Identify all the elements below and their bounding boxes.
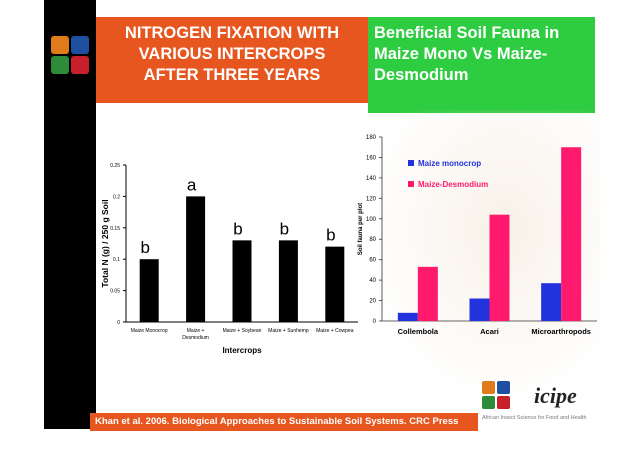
- x-tick-label: Desmodium: [182, 335, 209, 341]
- y-tick-label: 0.2: [113, 194, 120, 200]
- bar: [278, 240, 298, 322]
- brand-tagline: African Insect Science for Food and Heal…: [482, 415, 587, 421]
- bar: [489, 214, 510, 321]
- legend-label: Maize-Desmodium: [418, 180, 488, 189]
- y-tick-label: 80: [369, 237, 376, 243]
- nitrogen-fixation-chart: 0 0.05 0.1 0.15 0.2 0.25 b Maize Monocrop a Maize…: [100, 163, 358, 355]
- y-tick-label: 0: [117, 320, 120, 326]
- left-title-line: NITROGEN FIXATION WITH: [124, 24, 340, 42]
- bar: [417, 266, 438, 321]
- y-axis-title: Total N (g) / 250 g Soil: [100, 199, 110, 287]
- citation-footer: Khan et al. 2006. Biological Approaches …: [90, 413, 478, 431]
- y-tick-label: 140: [366, 176, 377, 182]
- legend-label: Maize monocrop: [418, 159, 481, 168]
- y-tick-label: 160: [366, 155, 377, 161]
- background-watermark: [360, 110, 600, 410]
- y-tick-label: 40: [369, 278, 376, 284]
- left-title-line: AFTER THREE YEARS: [143, 66, 321, 84]
- y-tick-label: 0: [373, 319, 377, 325]
- bar: [325, 246, 345, 322]
- soil-fauna-chart: 0 20 40 60 80 100 120 140 160 180 Collembola Acari M…: [358, 135, 597, 336]
- legend-swatch: [408, 160, 414, 166]
- x-tick-label: Collembola: [398, 327, 439, 336]
- bar-significance-label: b: [233, 219, 242, 238]
- x-tick-label: Microarthropods: [531, 327, 591, 336]
- icipe-brand: icipe African Insect Science for Food an…: [482, 381, 592, 426]
- y-tick-label: 180: [366, 135, 377, 141]
- legend-swatch: [408, 181, 414, 187]
- y-tick-label: 0.05: [110, 289, 120, 295]
- right-title-line: Beneficial Soil Fauna in: [374, 24, 560, 42]
- right-title-line: Desmodium: [374, 66, 469, 84]
- sidebar: [44, 0, 96, 429]
- y-tick-label: 0.25: [110, 163, 120, 169]
- left-title-line: VARIOUS INTERCROPS: [138, 45, 326, 63]
- bar-significance-label: b: [280, 219, 289, 238]
- y-tick-label: 0.1: [113, 257, 120, 263]
- bar: [139, 259, 159, 322]
- right-title: Beneficial Soil Fauna in Maize Mono Vs M…: [368, 17, 595, 113]
- bar: [541, 283, 562, 321]
- y-tick-label: 100: [366, 217, 377, 223]
- x-tick-label: Maize + Cowpea: [316, 328, 354, 334]
- bar: [561, 147, 582, 321]
- bar: [469, 298, 490, 321]
- icipe-logo-icon: [482, 381, 510, 409]
- bar: [186, 196, 206, 322]
- bar-significance-label: a: [187, 175, 197, 194]
- bar: [397, 312, 418, 321]
- x-tick-label: Acari: [480, 327, 499, 336]
- bar-significance-label: b: [140, 238, 149, 257]
- y-tick-label: 20: [369, 299, 376, 305]
- bar-significance-label: b: [326, 226, 335, 245]
- y-axis-title: Soil fauna per plot: [358, 203, 364, 255]
- bar: [232, 240, 252, 322]
- x-axis-title: Intercrops: [222, 346, 262, 355]
- y-tick-label: 0.15: [110, 226, 120, 232]
- left-title: NITROGEN FIXATION WITH VARIOUS INTERCROP…: [96, 17, 368, 103]
- x-tick-label: Maize Monocrop: [131, 328, 168, 334]
- y-tick-label: 60: [369, 258, 376, 264]
- x-tick-label: Maize + Soybean: [223, 328, 262, 334]
- right-title-line: Maize Mono Vs Maize-: [374, 45, 548, 63]
- icipe-logo-icon: [51, 36, 89, 74]
- y-tick-label: 120: [366, 196, 377, 202]
- x-tick-label: Maize +: [187, 328, 205, 334]
- x-tick-label: Maize + Sunhemp: [268, 328, 309, 334]
- brand-name: icipe: [534, 383, 577, 408]
